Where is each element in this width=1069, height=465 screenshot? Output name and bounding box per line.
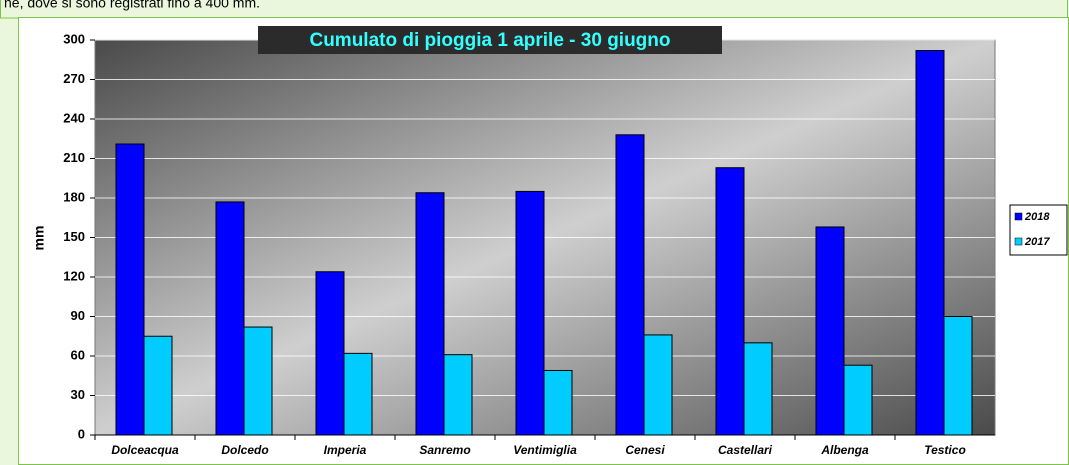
x-tick-label: Ventimiglia (513, 443, 577, 457)
bar (443, 354, 473, 436)
bar (815, 226, 845, 436)
bar (215, 201, 245, 436)
chart-title: Cumulato di pioggia 1 aprile - 30 giugno (309, 30, 670, 51)
y-tick-label: 300 (63, 31, 85, 46)
x-tick-label: Imperia (324, 443, 367, 457)
x-tick-label: Testico (924, 443, 966, 457)
legend-label: 2018 (1024, 211, 1050, 223)
bar (143, 335, 173, 436)
legend-swatch (1014, 212, 1023, 221)
x-tick-label: Castellari (718, 443, 773, 457)
y-tick-label: 120 (63, 268, 85, 283)
bar (715, 167, 745, 436)
bar (943, 316, 973, 436)
y-tick-label: 150 (63, 229, 85, 244)
bar (515, 190, 545, 436)
x-tick-label: Dolceacqua (111, 443, 179, 457)
x-tick-label: Sanremo (419, 443, 470, 457)
bar (743, 342, 773, 436)
y-tick-label: 180 (63, 189, 85, 204)
bar (243, 326, 273, 436)
x-tick-label: Cenesi (625, 443, 665, 457)
y-tick-label: 210 (63, 150, 85, 165)
bar (843, 364, 873, 436)
x-tick-label: Albenga (820, 443, 869, 457)
caption: ne, dove si sono registrati fino a 400 m… (4, 0, 260, 11)
bar (415, 192, 445, 436)
y-tick-label: 90 (71, 308, 85, 323)
bar (915, 50, 945, 436)
y-tick-label: 60 (71, 347, 85, 362)
bar (615, 134, 645, 436)
y-tick-label: 270 (63, 71, 85, 86)
title-box (258, 26, 722, 54)
bar (543, 369, 573, 436)
y-axis-label: mm (31, 226, 47, 251)
y-tick-label: 0 (78, 426, 85, 441)
bar (643, 334, 673, 436)
bar (315, 271, 345, 436)
legend-swatch (1014, 237, 1023, 246)
y-tick-label: 30 (71, 387, 85, 402)
bar (115, 143, 145, 436)
bar (343, 352, 373, 436)
y-tick-label: 240 (63, 110, 85, 125)
legend-label: 2017 (1024, 236, 1050, 248)
x-tick-label: Dolcedo (221, 443, 268, 457)
